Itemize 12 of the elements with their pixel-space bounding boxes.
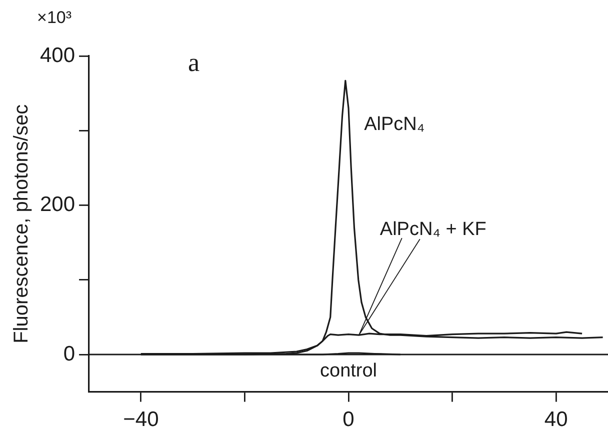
x-tick-label: 40 xyxy=(544,408,568,432)
x-tick-label: 0 xyxy=(342,408,354,432)
y-tick-label: 0 xyxy=(63,342,76,366)
chart-title: a xyxy=(188,48,200,77)
series-label: AlPcN₄ xyxy=(364,114,425,135)
y-tick-label: 200 xyxy=(40,193,76,216)
series-label: control xyxy=(320,360,378,382)
y-axis-title: Fluorescence, photons/sec xyxy=(10,104,33,344)
x-tick-label: −40 xyxy=(123,408,159,432)
text: ×10³ xyxy=(37,8,72,27)
y-tick-label: 400 xyxy=(40,44,76,67)
text: AlPcN₄ + KF xyxy=(380,219,486,240)
